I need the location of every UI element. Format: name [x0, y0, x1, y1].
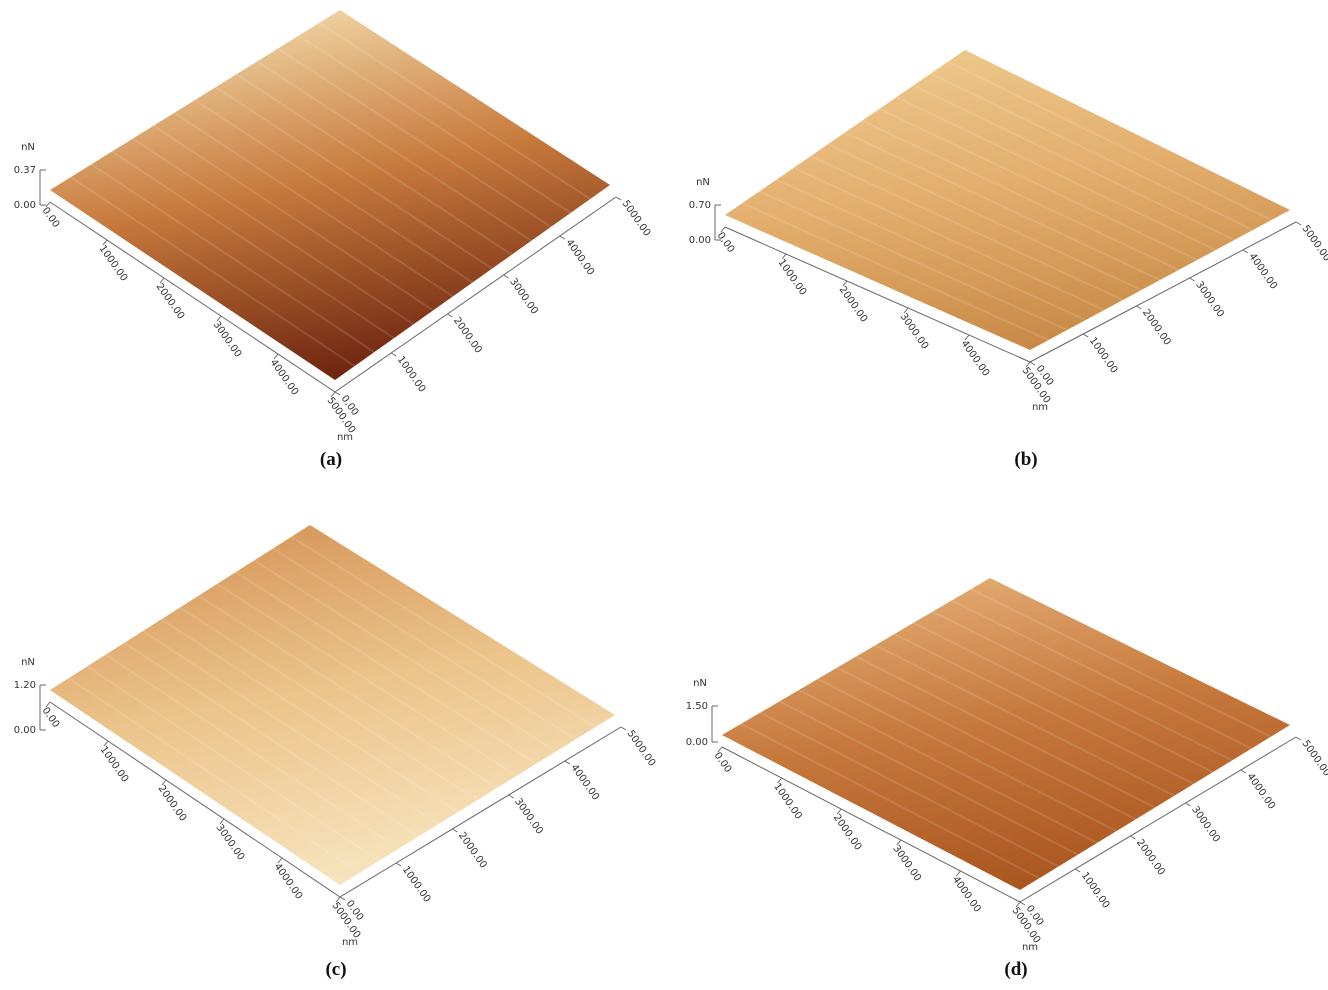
y-tick [1020, 902, 1025, 905]
y-tick-label: 1000.00 [1079, 870, 1112, 910]
y-tick [616, 197, 621, 200]
xy-unit: nm [337, 432, 353, 443]
x-tick-label: 3000.00 [898, 311, 931, 351]
y-tick [335, 392, 340, 395]
xy-unit: nm [1032, 402, 1048, 413]
y-tick [1296, 222, 1301, 225]
y-tick [1075, 869, 1080, 872]
panel-label: (b) [1014, 449, 1037, 470]
panel-label: (a) [320, 449, 342, 470]
z-tick-label: 0.00 [14, 200, 36, 211]
panel-label: (d) [1004, 959, 1027, 980]
y-tick [565, 761, 570, 764]
xy-unit: nm [1022, 942, 1038, 953]
y-tick [621, 727, 626, 730]
y-tick-label: 2000.00 [456, 830, 489, 870]
y-tick-label: 3000.00 [507, 276, 540, 316]
z-tick-label: 0.70 [689, 200, 711, 211]
x-tick-label: 1000.00 [97, 243, 130, 283]
z-unit: nN [21, 142, 35, 153]
z-unit: nN [21, 657, 35, 668]
y-tick-label: 5000.00 [1300, 738, 1328, 778]
y-tick [447, 314, 452, 317]
y-tick-label: 3000.00 [1189, 804, 1222, 844]
panel: 0.00 1000.00 2000.00 3000.00 4000.00 5000.00 0… [689, 50, 1328, 470]
y-tick [452, 829, 457, 832]
y-tick-label: 1000.00 [395, 354, 428, 394]
y-tick-label: 3000.00 [512, 796, 545, 836]
y-tick-label: 5000.00 [1300, 223, 1328, 263]
surface [50, 10, 610, 380]
y-tick [1130, 836, 1135, 839]
y-tick [1186, 803, 1191, 806]
y-tick-label: 5000.00 [625, 728, 658, 768]
x-tick-label: 2000.00 [837, 284, 870, 324]
y-tick [1083, 334, 1088, 337]
xy-unit: nm [342, 937, 358, 948]
y-tick [504, 275, 509, 278]
z-tick-label: 1.50 [686, 701, 708, 712]
y-tick [1243, 250, 1248, 253]
y-tick-label: 4000.00 [1244, 771, 1277, 811]
y-tick-label: 1000.00 [400, 864, 433, 904]
y-tick-label: 4000.00 [563, 237, 596, 277]
y-tick-label: 2000.00 [1140, 307, 1173, 347]
y-tick-label: 4000.00 [568, 762, 601, 802]
y-tick [509, 795, 514, 798]
y-tick [1136, 306, 1141, 309]
x-tick-label: 3000.00 [211, 319, 244, 359]
z-unit: nN [693, 678, 707, 689]
surface [725, 50, 1290, 350]
x-tick-label: 0.00 [40, 705, 62, 730]
z-tick-label: 1.20 [14, 680, 36, 691]
x-tick-label: 2000.00 [156, 783, 189, 823]
figure: 0.00 1000.00 2000.00 3000.00 4000.00 5000.00 0… [0, 0, 1328, 990]
panel: 0.00 1000.00 2000.00 3000.00 4000.00 5000.00 0… [14, 525, 658, 980]
y-tick [1296, 737, 1301, 740]
y-tick [560, 236, 565, 239]
panel-label: (c) [325, 959, 346, 980]
x-tick-label: 4000.00 [272, 861, 305, 901]
z-tick-label: 0.00 [689, 235, 711, 246]
panel: 0.00 1000.00 2000.00 3000.00 4000.00 5000.00 0… [14, 10, 653, 470]
x-tick-label: 0.00 [712, 750, 734, 775]
x-tick-label: 2000.00 [154, 281, 187, 321]
x-tick-label: 0.00 [715, 230, 737, 255]
x-tick-label: 4000.00 [268, 357, 301, 397]
x-tick-label: 1000.00 [98, 744, 131, 784]
x-tick-label: 4000.00 [959, 338, 992, 378]
y-tick-label: 4000.00 [1246, 251, 1279, 291]
y-tick [1030, 362, 1035, 365]
z-tick-label: 0.37 [14, 165, 36, 176]
z-tick-label: 0.00 [686, 737, 708, 748]
y-tick-label: 5000.00 [620, 198, 653, 238]
x-tick-label: 1000.00 [776, 257, 809, 297]
y-tick [1190, 278, 1195, 281]
z-unit: nN [696, 177, 710, 188]
y-tick-label: 3000.00 [1193, 279, 1226, 319]
x-tick-label: 0.00 [40, 205, 62, 230]
y-tick [340, 897, 345, 900]
y-tick [391, 353, 396, 356]
y-tick-label: 2000.00 [451, 315, 484, 355]
panel: 0.00 1000.00 2000.00 3000.00 4000.00 5000.00 0… [686, 578, 1328, 980]
surface [722, 578, 1290, 890]
y-tick [1241, 770, 1246, 773]
y-tick-label: 2000.00 [1134, 837, 1167, 877]
x-tick-label: 3000.00 [214, 822, 247, 862]
y-tick-label: 1000.00 [1087, 335, 1120, 375]
y-tick [396, 863, 401, 866]
z-tick-label: 0.00 [14, 725, 36, 736]
